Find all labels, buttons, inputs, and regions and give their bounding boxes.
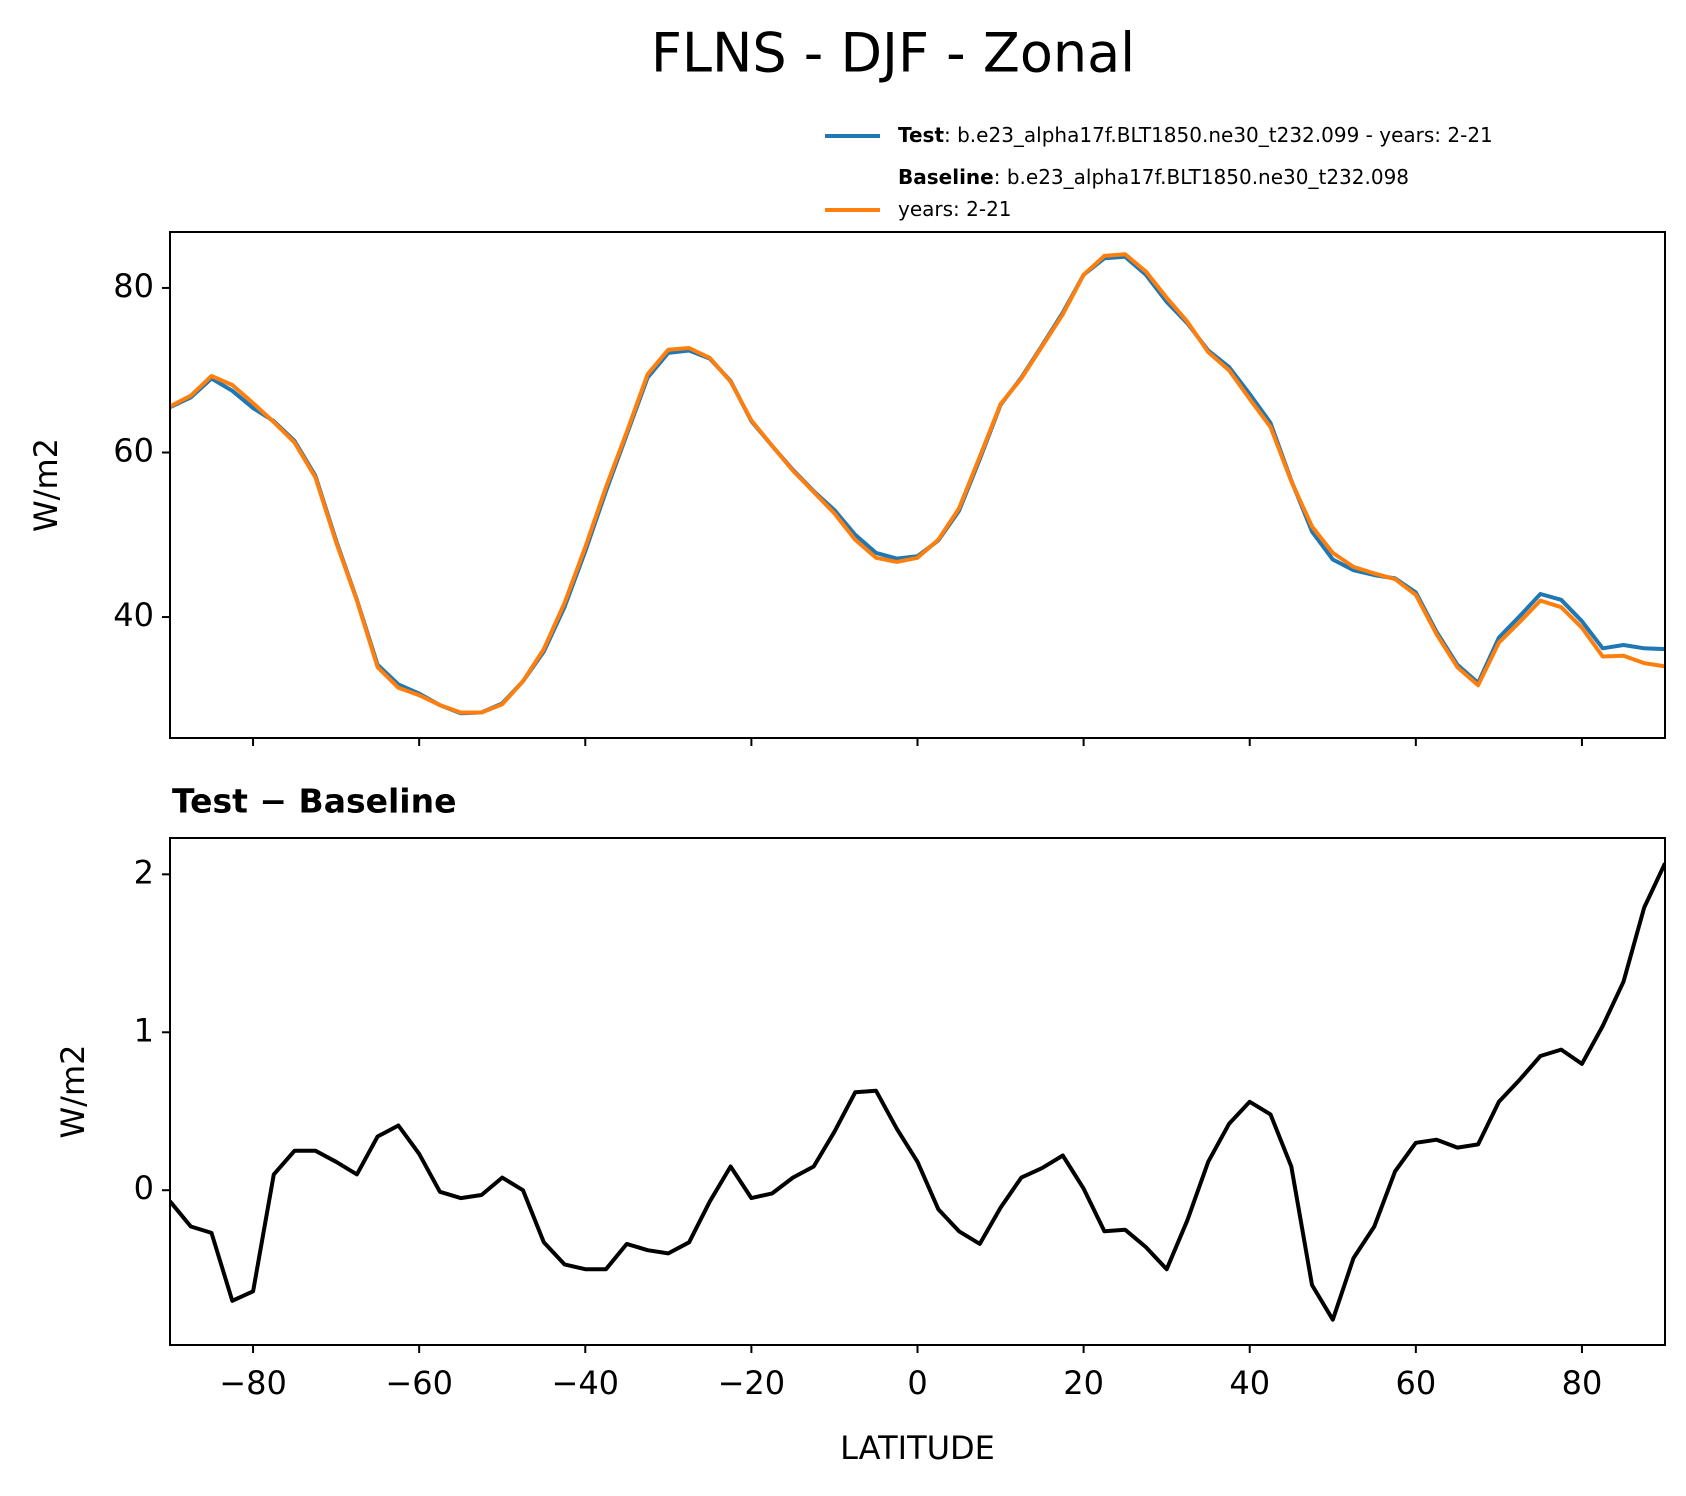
y-tick-label: 0	[134, 1169, 154, 1207]
plot-frame	[169, 837, 1666, 1346]
data-line	[170, 862, 1665, 1322]
x-axis-label: LATITUDE	[840, 1429, 995, 1467]
y-tick-label: 40	[113, 596, 154, 634]
x-tick-label: 20	[1063, 1364, 1104, 1402]
x-tick-label: −80	[219, 1364, 287, 1402]
x-tick-label: −60	[385, 1364, 453, 1402]
legend-name: Baseline	[898, 165, 994, 189]
x-tick-label: 80	[1562, 1364, 1603, 1402]
y-tick-label: 1	[134, 1011, 154, 1049]
legend-description: : b.e23_alpha17f.BLT1850.ne30_t232.098	[994, 165, 1409, 189]
y-axis-label: W/m2	[54, 1045, 92, 1139]
x-tick-label: −40	[552, 1364, 620, 1402]
subplot-title: Test − Baseline	[172, 782, 457, 821]
data-line	[170, 254, 1665, 716]
data-line	[170, 252, 1665, 715]
y-axis-label: W/m2	[27, 438, 65, 532]
plot-frame	[169, 231, 1666, 739]
y-tick-label: 2	[134, 853, 154, 891]
legend-label: Test: b.e23_alpha17f.BLT1850.ne30_t232.0…	[898, 123, 1493, 147]
y-tick-label: 80	[113, 267, 154, 305]
legend-name: Test	[898, 123, 944, 147]
chart-title: FLNS - DJF - Zonal	[651, 22, 1135, 85]
legend-label: years: 2-21	[898, 197, 1012, 221]
legend-label: Baseline: b.e23_alpha17f.BLT1850.ne30_t2…	[898, 165, 1409, 189]
legend-description: years: 2-21	[898, 197, 1012, 221]
x-tick-label: −20	[718, 1364, 786, 1402]
x-tick-label: 40	[1229, 1364, 1270, 1402]
x-tick-label: 0	[907, 1364, 927, 1402]
x-tick-label: 60	[1395, 1364, 1436, 1402]
legend-description: : b.e23_alpha17f.BLT1850.ne30_t232.099 -…	[944, 123, 1493, 147]
y-tick-label: 60	[113, 432, 154, 470]
